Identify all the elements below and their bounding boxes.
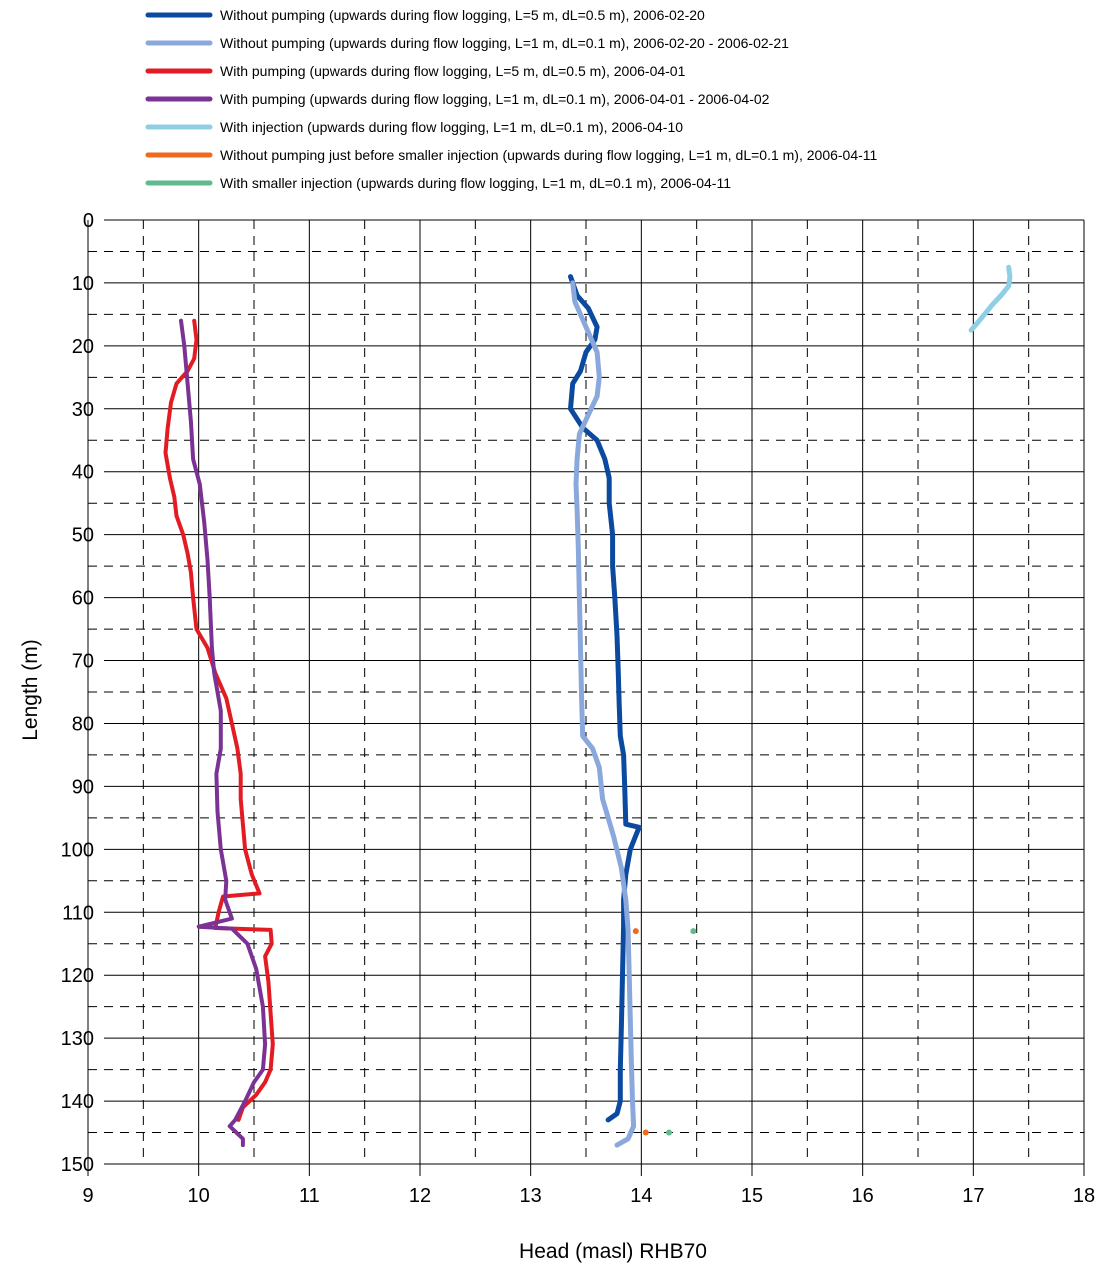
y-tick-label: 40: [72, 462, 94, 484]
legend-entry: With pumping (upwards during flow loggin…: [220, 63, 686, 79]
series-line: [968, 264, 1013, 333]
legend-entry: With pumping (upwards during flow loggin…: [220, 91, 770, 107]
y-tick-label: 150: [61, 1154, 94, 1176]
legend-entry: With injection (upwards during flow logg…: [220, 119, 683, 135]
y-tick-label: 60: [72, 588, 94, 610]
series-line: [163, 318, 275, 1122]
y-tick-label: 140: [61, 1091, 94, 1113]
x-tick-label: 14: [630, 1185, 652, 1207]
legend-entry: Without pumping (upwards during flow log…: [220, 7, 705, 23]
x-tick-label: 16: [852, 1185, 874, 1207]
y-tick-label: 30: [72, 399, 94, 421]
y-tick-label: 0: [83, 210, 94, 232]
y-tick-label: 20: [72, 336, 94, 358]
series-point: [632, 928, 639, 935]
y-axis-title: Length (m): [19, 639, 42, 741]
x-tick-label: 13: [520, 1185, 542, 1207]
y-tick-label: 120: [61, 965, 94, 987]
x-tick-label: 9: [82, 1185, 93, 1207]
legend-entry: Without pumping just before smaller inje…: [220, 147, 878, 163]
y-tick-label: 90: [72, 776, 94, 798]
y-tick-label: 50: [72, 525, 94, 547]
x-tick-label: 10: [188, 1185, 210, 1207]
y-tick-label: 70: [72, 651, 94, 673]
x-axis-title: Head (masl) RHB70: [519, 1240, 707, 1263]
legend-entry: With smaller injection (upwards during f…: [220, 175, 731, 191]
y-tick-label: 130: [61, 1028, 94, 1050]
x-tick-labels: 9 10 11 12 13 14 15 16 17 18: [82, 1185, 1095, 1207]
series-point: [642, 1129, 649, 1136]
grid: [87, 219, 1085, 1176]
y-tick-label: 100: [61, 839, 94, 861]
x-tick-label: 15: [741, 1185, 763, 1207]
legend-entry: Without pumping (upwards during flow log…: [220, 35, 789, 51]
series-line: [568, 274, 642, 1123]
legend: Without pumping (upwards during flow log…: [145, 7, 878, 191]
series-point: [666, 1129, 672, 1136]
series-line: [570, 280, 637, 1148]
x-tick-label: 18: [1073, 1185, 1095, 1207]
y-tick-label: 10: [72, 273, 94, 295]
y-tick-labels: 0 10 20 30 40 50 60 70 80 90 100 110 120 130 140 150: [61, 210, 94, 1176]
y-tick-label: 80: [72, 713, 94, 735]
y-tick-label: 110: [62, 902, 94, 924]
series-area: [163, 264, 1013, 1148]
series-line: [179, 318, 268, 1148]
x-tick-label: 11: [299, 1185, 320, 1207]
series-point: [690, 928, 697, 935]
x-tick-label: 12: [409, 1185, 431, 1207]
x-tick-label: 17: [962, 1185, 984, 1207]
